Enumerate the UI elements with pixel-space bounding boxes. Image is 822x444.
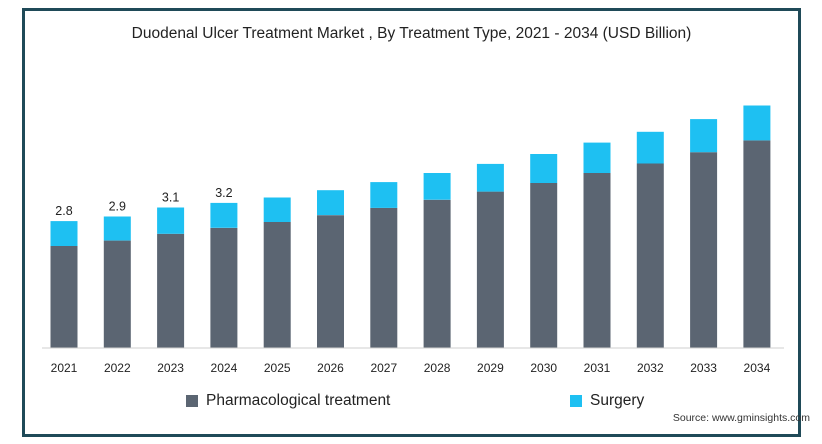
bar-surgery-2033 <box>690 119 718 153</box>
source-note: Source: www.gminsights.com <box>672 412 810 424</box>
chart-title: Duodenal Ulcer Treatment Market , By Tre… <box>131 25 692 42</box>
x-tick-label-2030: 2030 <box>530 361 557 375</box>
bar-pharmacological-2033 <box>690 152 718 348</box>
x-tick-label-2029: 2029 <box>477 361 504 375</box>
bar-surgery-2023 <box>157 207 185 234</box>
bar-pharmacological-2027 <box>370 207 398 348</box>
legend-label-surgery: Surgery <box>590 392 645 409</box>
legend-label-pharmacological: Pharmacological treatment <box>206 392 391 409</box>
bar-surgery-2026 <box>317 190 344 216</box>
bar-pharmacological-2025 <box>263 222 291 348</box>
bar-pharmacological-2021 <box>50 246 78 348</box>
x-tick-label-2025: 2025 <box>264 361 291 375</box>
x-tick-label-2024: 2024 <box>211 361 238 375</box>
bar-pharmacological-2026 <box>317 215 344 348</box>
legend-item-pharmacological: Pharmacological treatment <box>186 392 390 410</box>
x-tick-label-2033: 2033 <box>690 361 717 375</box>
bar-surgery-2029 <box>476 163 504 192</box>
bar-pharmacological-2024 <box>210 227 238 348</box>
bar-surgery-2022 <box>103 216 131 241</box>
legend-item-surgery: Surgery <box>570 392 644 410</box>
bar-surgery-2024 <box>210 202 238 228</box>
bar-pharmacological-2029 <box>476 191 504 348</box>
x-tick-label-2031: 2031 <box>584 361 611 375</box>
legend-swatch-pharmacological <box>186 395 198 407</box>
x-tick-label-2023: 2023 <box>157 361 184 375</box>
bar-surgery-2032 <box>636 131 664 164</box>
bar-surgery-2031 <box>583 142 611 173</box>
chart-frame: Duodenal Ulcer Treatment Market , By Tre… <box>22 8 801 437</box>
bar-pharmacological-2022 <box>103 240 131 348</box>
legend-swatch-surgery <box>570 395 582 407</box>
x-tick-label-2021: 2021 <box>51 361 78 375</box>
data-label-2022: 2.9 <box>109 200 126 214</box>
x-tick-label-2032: 2032 <box>637 361 664 375</box>
x-tick-label-2034: 2034 <box>744 361 771 375</box>
bar-pharmacological-2034 <box>743 140 771 348</box>
x-tick-label-2022: 2022 <box>104 361 131 375</box>
bar-pharmacological-2030 <box>530 183 558 348</box>
bar-surgery-2025 <box>263 197 291 222</box>
x-tick-label-2026: 2026 <box>317 361 344 375</box>
bar-pharmacological-2028 <box>423 199 451 348</box>
bar-pharmacological-2032 <box>636 163 664 348</box>
bar-surgery-2034 <box>743 105 771 141</box>
data-label-2021: 2.8 <box>55 204 72 218</box>
bar-surgery-2027 <box>370 182 398 208</box>
bar-pharmacological-2031 <box>583 173 611 348</box>
x-tick-label-2028: 2028 <box>424 361 451 375</box>
data-label-2023: 3.1 <box>162 191 179 205</box>
bar-surgery-2021 <box>50 221 78 246</box>
legend: Pharmacological treatment Surgery <box>0 392 822 412</box>
bar-pharmacological-2023 <box>157 233 185 348</box>
data-label-2024: 3.2 <box>215 186 232 200</box>
bar-surgery-2028 <box>423 173 451 200</box>
x-tick-label-2027: 2027 <box>370 361 397 375</box>
bar-surgery-2030 <box>530 154 558 183</box>
